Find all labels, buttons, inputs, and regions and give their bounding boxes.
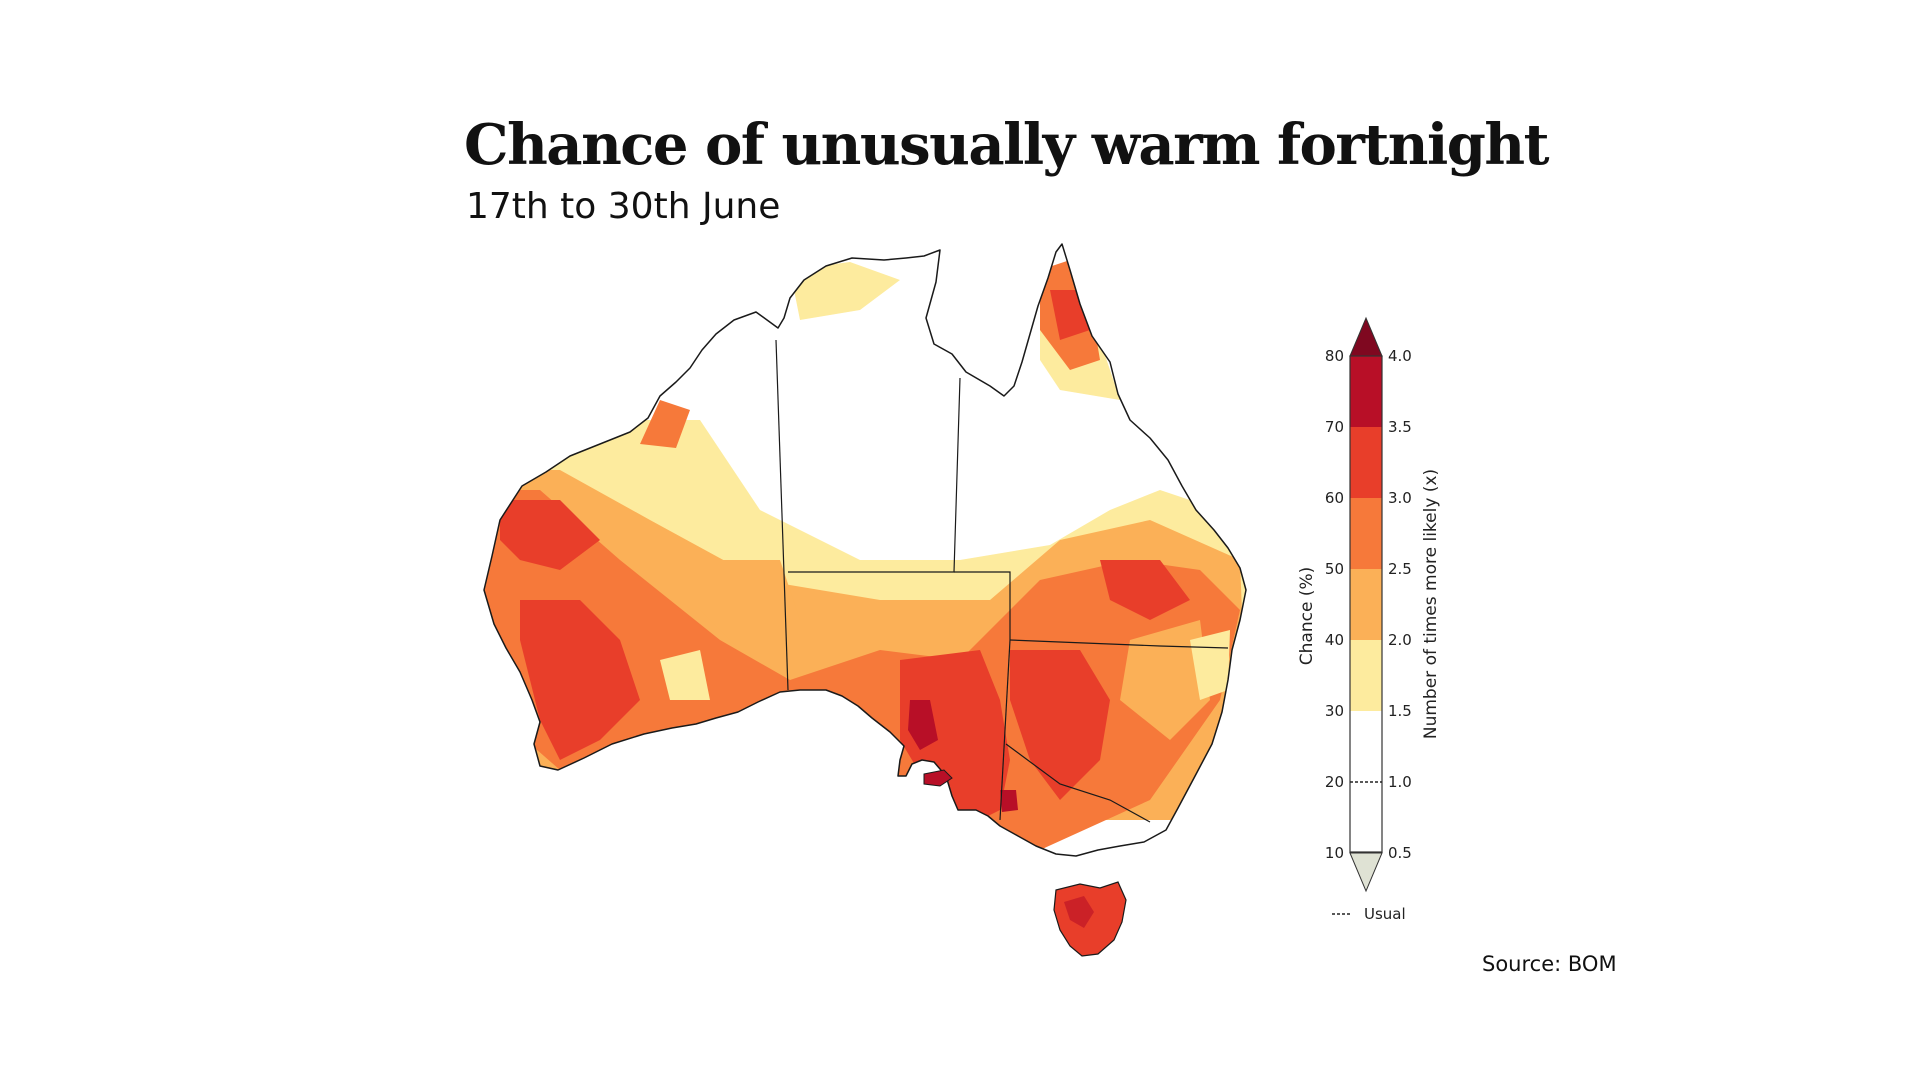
legend-band [1350, 569, 1382, 640]
legend-chance-tick: 10 [1325, 844, 1344, 862]
usual-legend-label: Usual [1364, 905, 1406, 923]
legend-likely-tick: 1.5 [1388, 702, 1412, 720]
legend-likely-tick: 2.0 [1388, 631, 1412, 649]
legend-likely-tick: 3.0 [1388, 489, 1412, 507]
legend-chance-tick: 80 [1325, 347, 1344, 365]
legend-chance-tick: 60 [1325, 489, 1344, 507]
legend-under-arrow [1349, 852, 1383, 893]
legend-likely-tick: 0.5 [1388, 844, 1412, 862]
likely-axis-label: Number of times more likely (x) [1421, 469, 1441, 739]
legend-chance-tick: 20 [1325, 773, 1344, 791]
legend-chance-tick: 40 [1325, 631, 1344, 649]
legend-band [1350, 427, 1382, 498]
chart-title: Chance of unusually warm fortnight [464, 112, 1549, 178]
source-note: Source: BOM [1482, 952, 1617, 976]
mainland-outline [483, 243, 1247, 857]
chance-axis-label: Chance (%) [1297, 567, 1317, 665]
legend-over-arrow [1349, 316, 1383, 357]
legend-band [1350, 498, 1382, 569]
legend-likely-tick: 1.0 [1388, 773, 1412, 791]
legend-likely-tick: 2.5 [1388, 560, 1412, 578]
legend-band [1350, 640, 1382, 711]
legend-likely-tick: 4.0 [1388, 347, 1412, 365]
kangaroo-island [923, 769, 953, 787]
chart-subtitle: 17th to 30th June [466, 186, 781, 227]
legend-chance-tick: 30 [1325, 702, 1344, 720]
legend-chance-tick: 50 [1325, 560, 1344, 578]
legend-chance-tick: 70 [1325, 418, 1344, 436]
legend-band [1350, 356, 1382, 427]
legend-likely-tick: 3.5 [1388, 418, 1412, 436]
state-borders [775, 339, 1229, 823]
